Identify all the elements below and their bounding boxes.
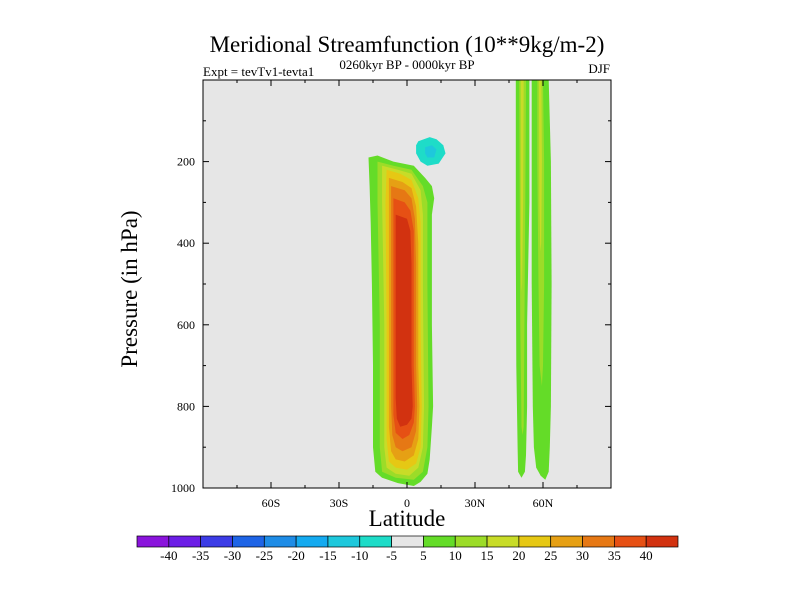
colorbar-label: 40 [640, 548, 653, 563]
colorbar-box-8 [359, 535, 392, 548]
period-label: 0260kyr BP - 0000kyr BP [339, 57, 474, 72]
colorbar-box-4 [232, 535, 265, 548]
x-tick-label: 30S [330, 496, 349, 510]
x-tick-label: 60S [262, 496, 281, 510]
contour-region-1 [222, 80, 228, 395]
colorbar-label: -40 [160, 548, 177, 563]
colorbar-label: -35 [192, 548, 209, 563]
colorbar-box-3 [200, 535, 233, 548]
contour-region-8 [490, 173, 498, 317]
colorbar: -40 -35 -30 -25 -20 -15 -10 -5 5 10 15 20 25 30 35 40 [136, 535, 679, 563]
colorbar-box-15 [582, 535, 615, 548]
contour-region-11 [570, 80, 573, 91]
colorbar-box-13 [518, 535, 552, 548]
contour-region-7 [480, 202, 487, 366]
colorbar-box-17 [645, 535, 679, 548]
y-axis-label: Pressure (in hPa) [117, 210, 142, 367]
colorbar-box-11 [454, 535, 488, 548]
x-tick-label: 0 [404, 496, 410, 510]
colorbar-label: 35 [608, 548, 621, 563]
colorbar-label: 20 [512, 548, 525, 563]
colorbar-label: 10 [449, 548, 462, 563]
y-tick-label: 200 [177, 155, 195, 169]
x-axis-label: Latitude [369, 506, 446, 531]
y-tick-label: 400 [177, 236, 195, 250]
colorbar-label: -25 [256, 548, 273, 563]
contour-region-2 [247, 80, 252, 431]
contour-region-20 [397, 243, 411, 415]
colorbar-box-5 [263, 535, 297, 548]
contour-regions [222, 80, 573, 486]
colorbar-label: 15 [481, 548, 494, 563]
colorbar-box-7 [327, 535, 361, 548]
colorbar-box-1 [136, 535, 170, 548]
contour-region-26 [538, 80, 542, 252]
colorbar-box-9 [391, 535, 424, 548]
colorbar-label: -20 [287, 548, 304, 563]
colorbar-label: -15 [319, 548, 336, 563]
colorbar-label: -10 [351, 548, 368, 563]
y-tick-label: 800 [177, 399, 195, 413]
experiment-label: Expt = tevTv1-tevta1 [203, 64, 314, 79]
colorbar-box-16 [614, 535, 647, 548]
colorbar-box-14 [550, 535, 583, 548]
y-tick-label: 1000 [171, 481, 195, 495]
colorbar-label: -5 [386, 548, 397, 563]
colorbar-box-10 [423, 535, 456, 548]
colorbar-box-2 [168, 535, 201, 548]
contour-region-5 [425, 145, 437, 158]
y-tick-label: 600 [177, 318, 195, 332]
chart-title: Meridional Streamfunction (10**9kg/m-2) [210, 32, 605, 57]
x-tick-label: 60N [533, 496, 554, 510]
colorbar-label: 30 [576, 548, 589, 563]
colorbar-label: 5 [420, 548, 427, 563]
colorbar-label: -30 [224, 548, 241, 563]
plot-area: 60S 30S 0 30N 60N 200 400 600 800 1000 [171, 79, 612, 510]
season-label: DJF [588, 61, 610, 76]
contour-region-6 [460, 186, 473, 382]
colorbar-label: 25 [544, 548, 557, 563]
colorbar-box-12 [486, 535, 520, 548]
colorbar-box-6 [295, 535, 329, 548]
contour-region-25 [520, 80, 524, 293]
x-tick-label: 30N [465, 496, 486, 510]
axis-ticks: 60S 30S 0 30N 60N 200 400 600 800 1000 [171, 80, 611, 510]
